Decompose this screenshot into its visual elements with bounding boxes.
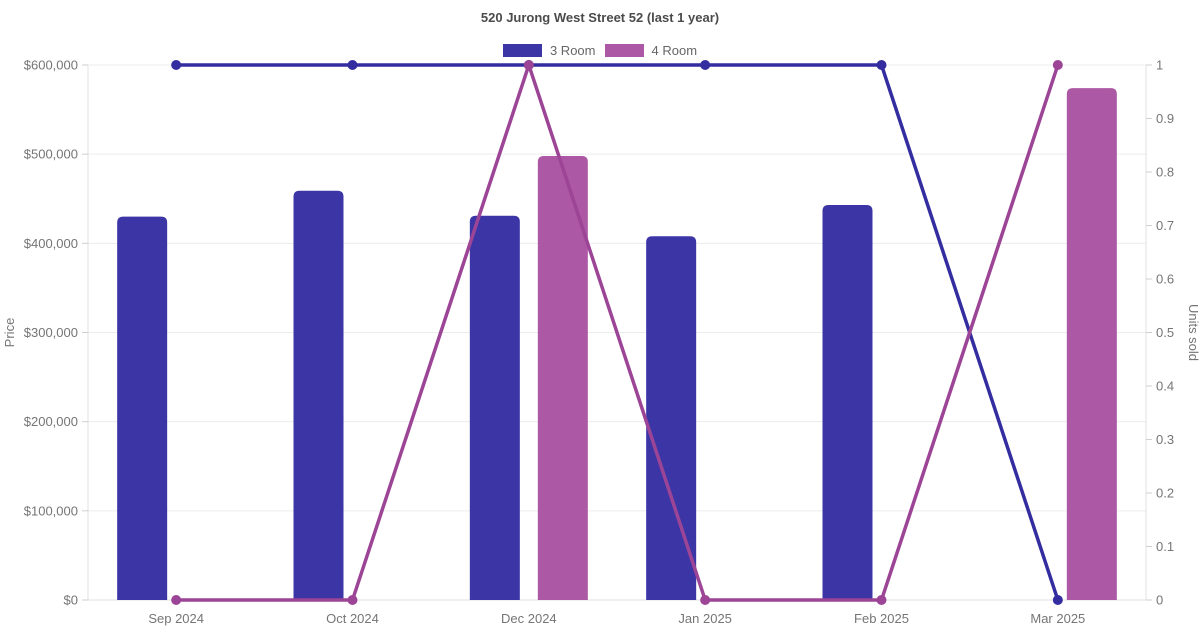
- left-tick-label: $600,000: [24, 58, 78, 73]
- legend-label-4-room: 4 Room: [651, 43, 698, 58]
- line-3-room: [174, 63, 1060, 602]
- left-tick-label: $300,000: [24, 325, 78, 340]
- line-4-room: [174, 63, 1060, 602]
- x-tick-label-dec-2024: Dec 2024: [501, 611, 557, 626]
- left-tick-label: $100,000: [24, 503, 78, 518]
- bar-3-room-jan-2025[interactable]: [646, 236, 697, 600]
- left-tick-label: $0: [64, 593, 78, 608]
- right-tick-label: 0.4: [1156, 379, 1174, 394]
- chart-title: 520 Jurong West Street 52 (last 1 year): [480, 10, 720, 25]
- right-tick-label: 0.1: [1156, 539, 1174, 554]
- point-4-room-mar-2025[interactable]: [1052, 60, 1063, 70]
- right-tick-label: 0.8: [1156, 165, 1174, 180]
- legend-item-3-room[interactable]: 3 Room: [502, 43, 596, 58]
- x-tick-label-mar-2025: Mar 2025: [1030, 611, 1085, 626]
- x-tick-label-sep-2024: Sep 2024: [148, 611, 204, 626]
- right-axis-ticks: 0 0.1 0.2 0.3 0.4 0.5 0.6 0.7 0.8 0.9 1: [1146, 58, 1174, 608]
- left-tick-label: $200,000: [24, 414, 78, 429]
- bars-3-room: [117, 190, 873, 601]
- right-tick-label: 0: [1156, 593, 1163, 608]
- left-tick-label: $500,000: [24, 147, 78, 162]
- legend-swatch-3-room: [502, 44, 542, 57]
- right-tick-label: 0.5: [1156, 325, 1174, 340]
- point-4-room-oct-2024[interactable]: [347, 595, 358, 605]
- left-axis-title: Price: [2, 318, 17, 348]
- right-tick-label: 0.6: [1156, 272, 1174, 287]
- right-axis-title: Units sold: [1186, 304, 1200, 361]
- bar-4-room-mar-2025[interactable]: [1066, 88, 1117, 600]
- x-tick-label-oct-2024: Oct 2024: [326, 611, 379, 626]
- left-axis-ticks: $0 $100,000 $200,000 $300,000 $400,000 $500,0…: [24, 58, 88, 608]
- axis-titles: Price Units sold: [2, 304, 1200, 361]
- legend-label-3-room: 3 Room: [549, 43, 596, 58]
- right-tick-label: 1: [1156, 58, 1163, 73]
- point-3-room-oct-2024[interactable]: [347, 60, 358, 70]
- point-3-room-feb-2025[interactable]: [876, 60, 887, 70]
- point-4-room-feb-2025[interactable]: [876, 595, 887, 605]
- bar-3-room-dec-2024[interactable]: [469, 215, 520, 601]
- bar-3-room-sep-2024[interactable]: [117, 216, 168, 601]
- point-3-room-mar-2025[interactable]: [1052, 595, 1063, 605]
- right-tick-label: 0.7: [1156, 218, 1174, 233]
- bar-4-room-dec-2024[interactable]: [537, 155, 588, 600]
- point-4-room-sep-2024[interactable]: [171, 595, 182, 605]
- legend-item-4-room[interactable]: 4 Room: [604, 43, 698, 58]
- point-4-room-dec-2024[interactable]: [523, 60, 534, 70]
- x-tick-label-feb-2025: Feb 2025: [854, 611, 909, 626]
- bar-3-room-oct-2024[interactable]: [293, 190, 344, 600]
- point-3-room-jan-2025[interactable]: [700, 60, 711, 70]
- legend-swatch-4-room: [604, 44, 644, 57]
- right-tick-label: 0.2: [1156, 486, 1174, 501]
- bars-4-room: [537, 88, 1117, 600]
- left-tick-label: $400,000: [24, 236, 78, 251]
- right-tick-label: 0.9: [1156, 111, 1174, 126]
- bar-3-room-feb-2025[interactable]: [822, 204, 873, 600]
- point-3-room-sep-2024[interactable]: [171, 60, 182, 70]
- x-tick-label-jan-2025: Jan 2025: [678, 611, 732, 626]
- x-axis-labels: Sep 2024 Oct 2024 Dec 2024 Jan 2025 Feb 2025…: [148, 611, 1085, 626]
- right-tick-label: 0.3: [1156, 432, 1174, 447]
- legend: 3 Room 4 Room: [0, 43, 1200, 58]
- point-4-room-jan-2025[interactable]: [700, 595, 711, 605]
